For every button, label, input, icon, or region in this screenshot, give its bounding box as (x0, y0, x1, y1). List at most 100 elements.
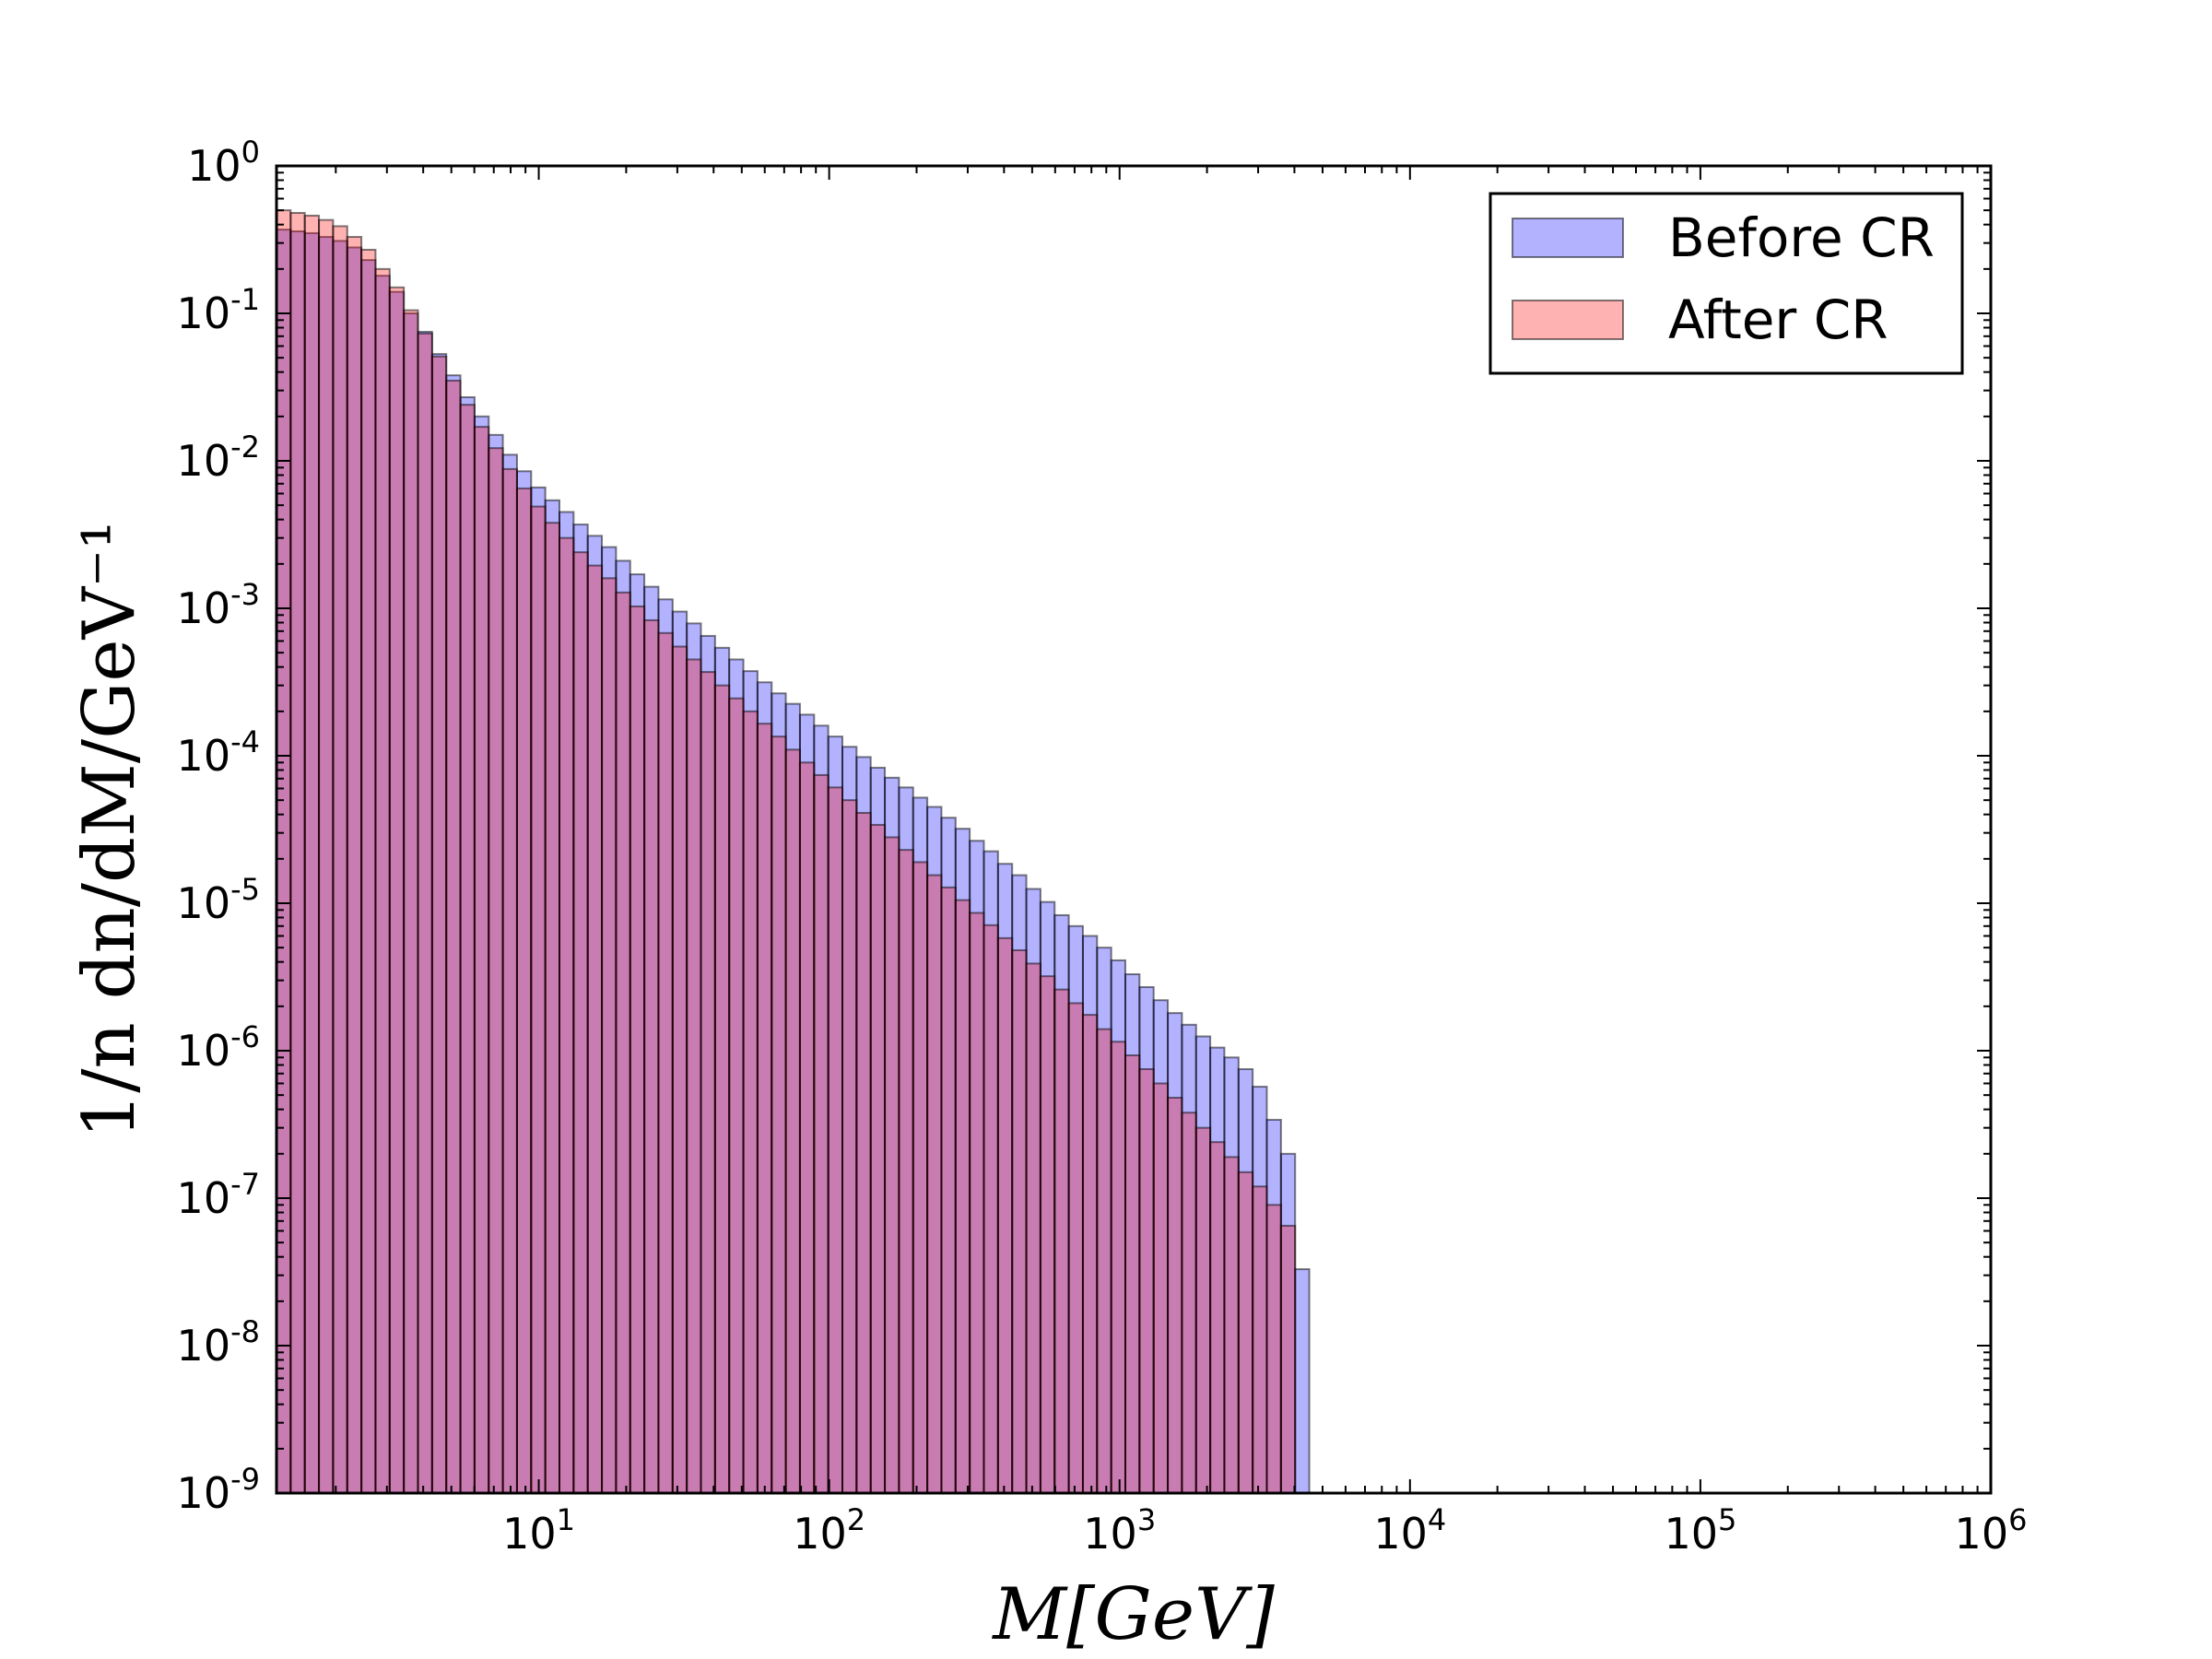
after-cr-bar (996, 936, 1014, 1494)
after-cr-bar (360, 248, 377, 1495)
after-cr-bar (586, 564, 604, 1494)
after-cr-bar (559, 536, 575, 1494)
after-cr-bar (1011, 949, 1028, 1494)
after-cr-bar (1237, 1171, 1254, 1494)
after-cr-bar (1223, 1156, 1240, 1495)
after-cr-bar (827, 786, 844, 1494)
y-tick-label: 10-5 (177, 872, 260, 928)
after-cr-bar (601, 577, 618, 1494)
after-cr-bar (1152, 1082, 1170, 1494)
y-axis-label: 1/n dn/dM/GeV⁻¹ (68, 521, 151, 1139)
after-cr-bar (459, 404, 476, 1494)
after-cr-bar (332, 225, 348, 1494)
after-cr-bar (445, 379, 462, 1495)
after-cr-bar (1279, 1224, 1297, 1495)
y-tick-label: 10-1 (177, 282, 260, 338)
y-tick-label: 10-2 (177, 429, 260, 486)
after-cr-bar (982, 924, 999, 1494)
after-cr-bar (346, 236, 363, 1494)
y-tick-label: 10-6 (177, 1019, 260, 1076)
y-tick-label: 100 (187, 135, 260, 191)
after-cr-bar (303, 214, 321, 1495)
after-cr-bar (643, 618, 660, 1494)
x-tick-label: 106 (1955, 1502, 2028, 1559)
y-tick-label: 10-8 (177, 1314, 260, 1371)
after-cr-bar (388, 286, 406, 1495)
after-cr-bar (898, 849, 914, 1494)
legend: Before CR After CR (1488, 192, 1964, 375)
after-cr-bar (771, 735, 787, 1494)
y-tick-label: 10-7 (177, 1167, 260, 1223)
y-tick-label: 10-3 (177, 577, 260, 633)
x-axis-ticks: 101 102 103 104 105 106 (335, 166, 2027, 1559)
after-cr-bar (629, 605, 646, 1494)
after-cr-bar (926, 874, 943, 1494)
after-cr-bar (940, 886, 957, 1494)
after-cr-bar (1096, 1028, 1112, 1494)
after-cr-bar (954, 899, 971, 1494)
legend-label-after: After CR (1668, 288, 1888, 351)
after-cr-bar (657, 631, 674, 1494)
after-cr-bar (798, 761, 816, 1494)
after-cr-bar (713, 684, 731, 1494)
after-cr-bar (515, 487, 533, 1494)
after-cr-bar (884, 836, 900, 1494)
y-tick-label: 10-4 (177, 724, 260, 781)
after-cr-bar (855, 811, 872, 1494)
after-cr-bar (813, 773, 830, 1494)
after-cr-bar (544, 522, 561, 1494)
after-cr-bar (1252, 1185, 1268, 1494)
x-tick-label: 102 (793, 1502, 865, 1559)
after-cr-bar (501, 467, 518, 1494)
after-cr-bar (473, 426, 490, 1494)
after-cr-bar (1138, 1067, 1155, 1494)
after-cr-bar (430, 355, 448, 1494)
after-cr-bar (488, 447, 504, 1494)
after-cr-bar (1209, 1141, 1226, 1495)
after-cr-bar (784, 748, 801, 1494)
legend-label-before: Before CR (1668, 206, 1935, 269)
after-cr-bar (686, 658, 702, 1494)
x-tick-label: 105 (1664, 1502, 1736, 1559)
y-axis-ticks: 100 10-1 10-2 10-3 10-4 10-5 10-6 10-7 10-8 10-9 (177, 135, 1991, 1518)
after-cr-bar (1039, 975, 1056, 1495)
after-cr-bar (742, 710, 759, 1494)
after-cr-bar (969, 912, 985, 1494)
legend-swatch-before (1512, 218, 1624, 258)
after-cr-bar (1181, 1112, 1197, 1494)
after-cr-bar (1025, 962, 1041, 1495)
legend-box (1488, 192, 1964, 375)
after-cr-bar (728, 697, 745, 1494)
x-tick-label: 101 (502, 1502, 575, 1559)
after-cr-bar (572, 551, 589, 1494)
after-cr-bar (615, 591, 631, 1494)
after-cr-bar (1067, 1002, 1084, 1494)
after-cr-bar (374, 267, 391, 1495)
x-axis-label: M[GeV] (991, 1573, 1275, 1656)
after-cr-bar (841, 799, 858, 1494)
after-cr-bar (1110, 1041, 1127, 1495)
after-cr-bar (1081, 1014, 1099, 1494)
after-cr-bar (869, 823, 887, 1494)
after-cr-bar (671, 645, 688, 1494)
plot-frame (275, 164, 1993, 1495)
plot-background (276, 166, 1991, 1493)
after-cr-bar (318, 218, 335, 1494)
after-cr-bar (1265, 1204, 1282, 1494)
after-cr-bar (1167, 1097, 1183, 1494)
after-cr-bar (1194, 1126, 1212, 1495)
x-tick-label: 103 (1083, 1502, 1156, 1559)
after-cr-bar (1124, 1054, 1141, 1495)
after-cr-bar (700, 671, 716, 1494)
after-cr-bar (912, 861, 929, 1494)
after-cr-bar (289, 212, 306, 1494)
after-cr-bar (1053, 988, 1070, 1494)
x-tick-label: 104 (1373, 1502, 1446, 1559)
after-cr-bar (417, 332, 433, 1494)
y-tick-label: 10-9 (177, 1462, 260, 1518)
after-cr-bar (403, 309, 419, 1494)
after-cr-bar (756, 723, 773, 1494)
after-cr-bar (530, 505, 547, 1495)
legend-swatch-after (1512, 300, 1624, 340)
